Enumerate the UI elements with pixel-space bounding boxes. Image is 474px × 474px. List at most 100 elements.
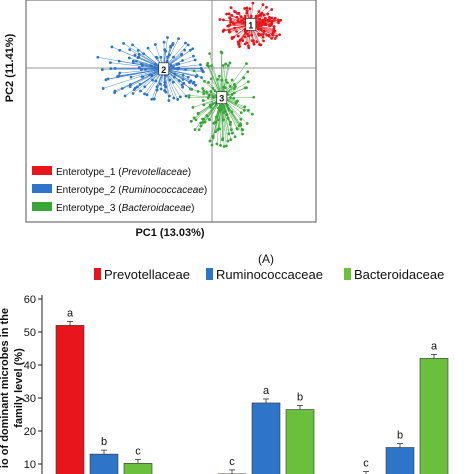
sample-point — [96, 55, 100, 59]
sample-point — [184, 94, 188, 98]
sample-point — [104, 78, 108, 82]
sample-point — [181, 73, 185, 77]
sample-point — [275, 34, 279, 38]
sample-point — [243, 86, 247, 90]
sample-point — [232, 96, 236, 100]
sample-point — [218, 127, 221, 131]
point-ray — [103, 68, 164, 89]
sample-point — [178, 95, 182, 99]
sample-point — [215, 142, 219, 146]
sample-point — [186, 43, 190, 47]
sample-point — [226, 64, 230, 67]
y-tick-label: 10 — [24, 459, 36, 471]
sample-point — [199, 63, 202, 67]
point-ray — [220, 97, 222, 146]
legend-entry-enterotype-3: Enterotype_3 (Bacteroidaceae) — [32, 202, 194, 214]
point-ray — [110, 62, 164, 70]
svg-text:3: 3 — [219, 94, 224, 104]
sample-point — [127, 56, 131, 60]
sample-point — [246, 70, 250, 74]
sample-point — [226, 139, 230, 143]
sample-point — [233, 83, 236, 86]
sample-point — [239, 111, 243, 115]
point-ray — [211, 97, 222, 146]
sample-point — [213, 89, 217, 93]
sample-point — [218, 18, 222, 21]
sample-point — [272, 27, 276, 31]
bar — [123, 463, 153, 474]
sample-point — [252, 39, 255, 43]
sample-point — [167, 99, 171, 102]
sample-point — [191, 54, 195, 58]
svg-text:2: 2 — [161, 65, 166, 75]
legend-swatch — [32, 166, 52, 175]
sample-point — [233, 10, 236, 13]
sample-point — [242, 109, 246, 112]
bar-legend-entry-ruminococcaceae: Ruminococcaceae — [206, 267, 323, 282]
sample-point — [200, 76, 203, 79]
sample-point — [261, 3, 265, 7]
sample-point — [171, 43, 175, 47]
sample-point — [279, 18, 283, 22]
sample-point — [191, 47, 195, 51]
point-ray — [221, 97, 223, 140]
sample-point — [217, 106, 220, 110]
sample-point — [251, 1, 255, 5]
sample-point — [229, 20, 233, 24]
centroid-label-2: 2 — [158, 62, 170, 76]
sample-point — [239, 122, 242, 126]
significance-letter: c — [363, 458, 369, 470]
sample-point — [237, 124, 241, 128]
sample-point — [233, 135, 237, 139]
bar-legend-label: Prevotellaceae — [104, 267, 190, 282]
sample-point — [176, 97, 180, 101]
bar-prevotellaceae-0: a — [55, 307, 85, 474]
sample-point — [189, 87, 193, 91]
sample-point — [238, 38, 242, 42]
sample-point — [272, 25, 276, 28]
sample-point — [145, 93, 149, 97]
sample-point — [238, 45, 241, 49]
sample-point — [237, 20, 240, 23]
bar-prevotellaceae-2: c — [363, 458, 369, 474]
bar-bacteroidaceae-0: c — [123, 445, 153, 474]
sample-point — [183, 48, 187, 52]
significance-letter: c — [229, 456, 235, 468]
sample-point — [228, 84, 232, 88]
sample-point — [117, 74, 121, 78]
sample-point — [207, 117, 211, 121]
legend-swatch — [32, 184, 52, 193]
significance-letter: a — [263, 385, 270, 397]
sample-point — [113, 89, 117, 93]
sample-point — [100, 68, 104, 72]
sample-point — [153, 43, 157, 46]
sample-point — [162, 40, 166, 44]
sample-point — [230, 78, 234, 82]
sample-point — [113, 67, 117, 70]
sample-point — [257, 10, 261, 13]
sample-point — [224, 78, 228, 82]
point-ray — [105, 68, 164, 80]
sample-point — [199, 66, 203, 70]
sample-point — [268, 15, 271, 19]
sample-point — [136, 48, 140, 52]
sample-point — [278, 33, 282, 37]
sample-point — [181, 85, 185, 89]
sample-point — [224, 144, 228, 148]
bar — [251, 402, 281, 474]
sample-point — [273, 37, 277, 40]
legend-label: Enterotype_2 (Ruminococcaceae) — [56, 185, 207, 196]
sample-point — [207, 64, 210, 68]
sample-point — [143, 92, 146, 96]
sample-point — [202, 89, 206, 93]
sample-point — [117, 59, 121, 63]
sample-point — [163, 48, 167, 52]
sample-point — [247, 108, 250, 112]
significance-letter: b — [297, 392, 303, 404]
sample-point — [172, 96, 176, 100]
bar-chart-panel: Prevotellaceae Ruminococcaceae Bacteroidac… — [0, 267, 449, 474]
sample-point — [252, 42, 256, 46]
sample-point — [205, 114, 209, 118]
bar-ruminococcaceae-1: a — [251, 385, 281, 474]
bar-legend-swatch — [344, 268, 351, 280]
